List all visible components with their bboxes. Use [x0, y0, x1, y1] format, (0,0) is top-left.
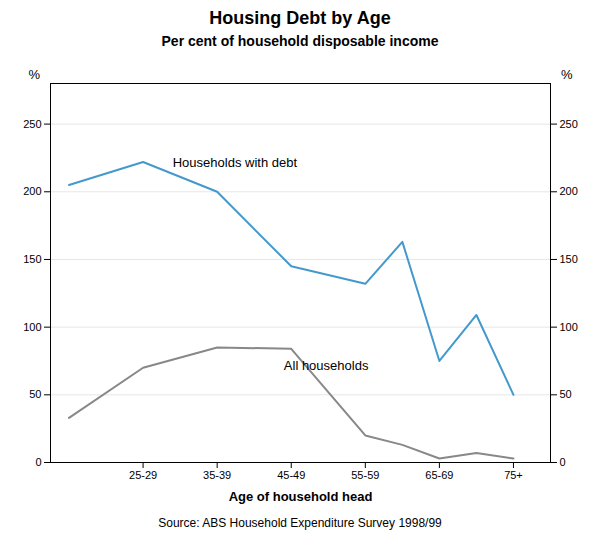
html-text:Housing Debt by Age: Housing Debt by Age	[209, 8, 391, 28]
svg-text:%: %	[561, 67, 573, 82]
svg-text:Age of household head: Age of household head	[229, 489, 373, 504]
svg-text:200: 200	[23, 185, 41, 197]
svg-text:250: 250	[560, 118, 578, 130]
svg-text:100: 100	[560, 321, 578, 333]
svg-text:250: 250	[23, 118, 41, 130]
svg-text:150: 150	[560, 253, 578, 265]
svg-text:150: 150	[23, 253, 41, 265]
svg-text:All households: All households	[284, 358, 369, 373]
svg-text:50: 50	[560, 388, 572, 400]
svg-text:%: %	[29, 67, 41, 82]
svg-text:Households with debt: Households with debt	[173, 155, 298, 170]
html-text:Source: ABS Household Expendit: Source: ABS Household Expenditure Survey…	[158, 516, 442, 530]
svg-text:55-59: 55-59	[351, 469, 379, 481]
svg-text:50: 50	[29, 388, 41, 400]
html-text:Per cent of household disposab: Per cent of household disposable income	[161, 33, 439, 49]
svg-text:200: 200	[560, 185, 578, 197]
svg-text:0: 0	[35, 456, 41, 468]
svg-text:35-39: 35-39	[203, 469, 231, 481]
svg-text:75+: 75+	[504, 469, 523, 481]
svg-text:0: 0	[560, 456, 566, 468]
svg-text:100: 100	[23, 321, 41, 333]
svg-text:45-49: 45-49	[277, 469, 305, 481]
svg-text:65-69: 65-69	[425, 469, 453, 481]
svg-text:25-29: 25-29	[129, 469, 157, 481]
